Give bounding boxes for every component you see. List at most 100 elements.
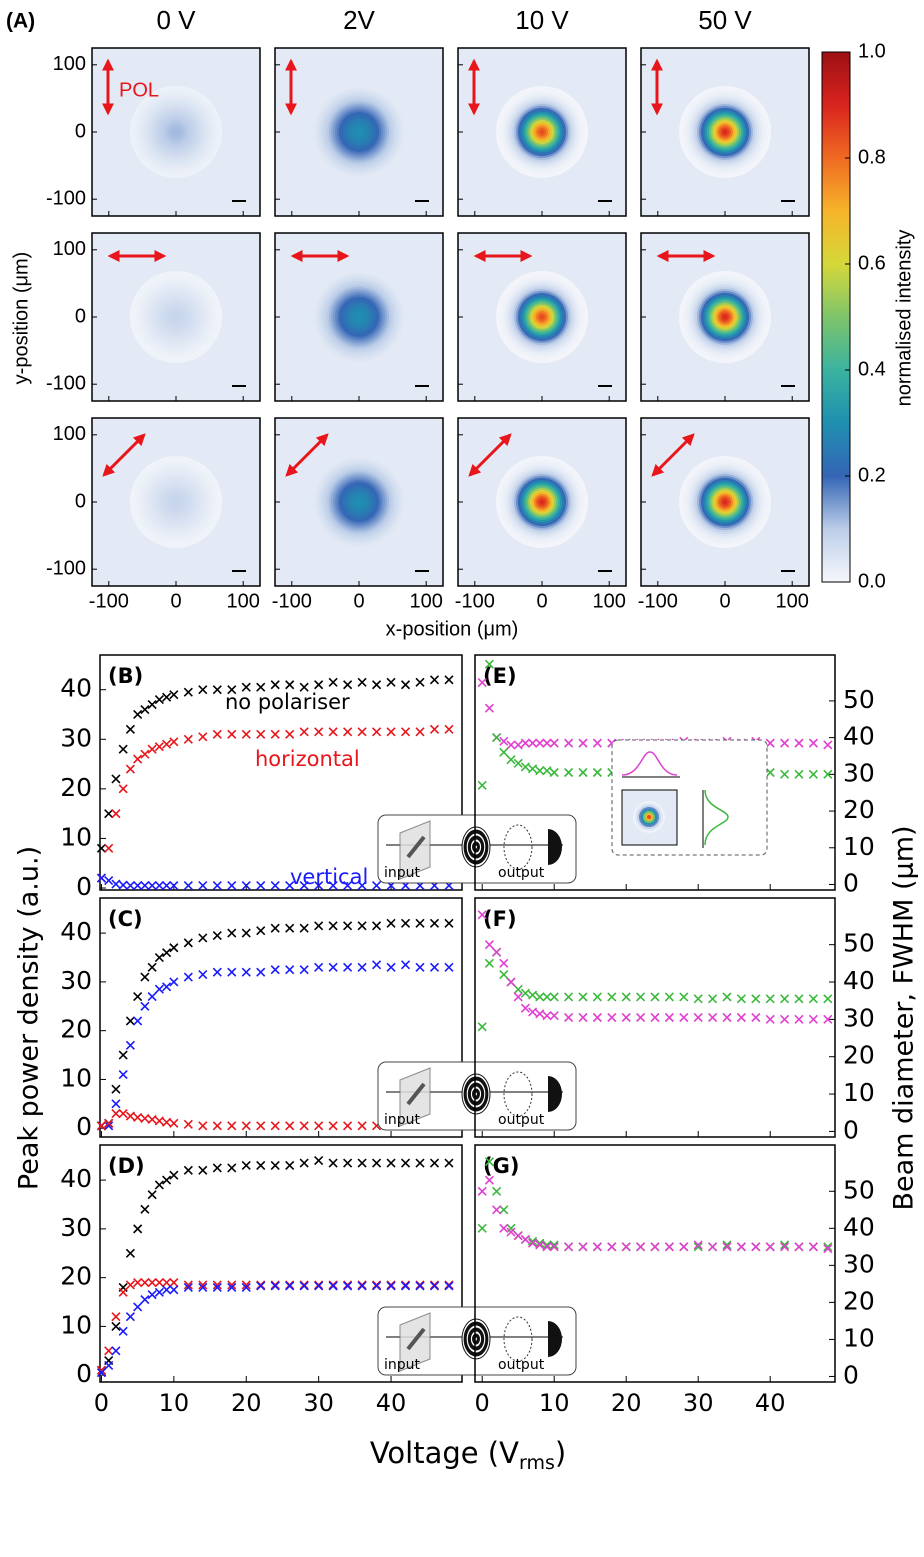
x-tick-label: 0 (719, 590, 730, 612)
y-tick-label: 40 (60, 1164, 92, 1193)
marker (564, 738, 574, 748)
marker (506, 1227, 516, 1237)
marker (212, 1163, 222, 1173)
marker (133, 1224, 143, 1234)
marker (722, 1242, 732, 1252)
marker (357, 1158, 367, 1168)
beam-spot (313, 86, 405, 178)
marker (256, 880, 266, 891)
marker (549, 992, 559, 1002)
marker (386, 1281, 396, 1291)
marker (118, 1287, 128, 1297)
marker (429, 1281, 440, 1291)
marker (372, 1158, 382, 1168)
marker (513, 740, 523, 750)
marker (154, 695, 164, 705)
marker (227, 685, 237, 695)
marker (328, 1121, 338, 1131)
marker (133, 754, 143, 764)
marker (169, 1170, 179, 1180)
spot-ring (357, 500, 361, 504)
marker (169, 880, 179, 891)
beam-diagram (611, 739, 768, 856)
marker (198, 1280, 208, 1290)
marker (299, 880, 309, 891)
output-plane (503, 1071, 533, 1117)
marker (357, 727, 367, 737)
marker (564, 767, 574, 778)
marker (499, 747, 509, 757)
y-tick-label: 0 (843, 1360, 859, 1389)
marker (513, 992, 523, 1002)
pol-direction (406, 1327, 426, 1351)
panel-label: (A) (6, 10, 35, 33)
marker (429, 1158, 440, 1168)
marker (343, 880, 353, 891)
marker (444, 1281, 454, 1291)
spot-ring (540, 315, 544, 319)
column-title: 2V (343, 5, 375, 35)
marker (299, 727, 309, 737)
y-tick-label: 0 (76, 872, 92, 901)
marker (285, 729, 295, 739)
marker (169, 1118, 179, 1128)
colorbar-tick-label: 0.4 (858, 358, 886, 380)
marker (125, 1280, 135, 1290)
marker (444, 675, 454, 685)
marker (183, 1280, 193, 1290)
x-tick-label: 40 (376, 1389, 407, 1417)
marker (650, 1012, 660, 1023)
marker (372, 1281, 382, 1291)
marker (621, 1012, 631, 1023)
marker (751, 1242, 761, 1252)
marker (343, 921, 353, 931)
marker (722, 1012, 732, 1023)
beam-spot (313, 456, 405, 548)
x-tick-label: 20 (611, 1389, 642, 1417)
marker (679, 992, 689, 1002)
marker (780, 1242, 790, 1252)
marker (607, 1242, 617, 1252)
marker (372, 680, 382, 690)
marker (415, 1281, 425, 1291)
marker (736, 1242, 746, 1252)
y-tick-label: 0 (76, 1112, 92, 1141)
marker (636, 1242, 646, 1252)
marker (386, 1158, 396, 1168)
marker (823, 1242, 833, 1252)
plot-frame (474, 897, 836, 1138)
marker (241, 1121, 251, 1131)
x-tick-label: 0 (94, 1389, 109, 1417)
marker (343, 727, 353, 737)
marker (285, 880, 295, 891)
marker (542, 1242, 552, 1252)
plot-frame (474, 1144, 836, 1383)
marker (650, 992, 660, 1002)
marker (328, 1281, 338, 1291)
marker (429, 724, 440, 734)
profile-x (621, 751, 678, 776)
marker (256, 729, 266, 739)
marker (708, 1012, 718, 1023)
panel-label: (C) (108, 907, 143, 931)
marker (499, 969, 509, 980)
colorbar-tick-label: 0.2 (858, 464, 886, 486)
y2-axis-title: Beam diameter, FWHM (μm) (889, 825, 920, 1210)
marker (111, 1321, 121, 1331)
marker (314, 1121, 324, 1131)
marker (484, 940, 494, 950)
marker (241, 880, 251, 891)
marker (285, 923, 295, 933)
marker (429, 675, 440, 685)
marker (162, 1117, 172, 1127)
marker (183, 972, 193, 982)
marker (751, 994, 761, 1004)
marker (212, 930, 222, 941)
y-tick-label: 10 (843, 1323, 875, 1352)
x-tick-label: 10 (159, 1389, 190, 1417)
marker (444, 724, 454, 734)
marker (133, 880, 143, 891)
marker (212, 967, 222, 977)
marker (125, 1111, 135, 1121)
y-tick-label: -100 (46, 557, 86, 579)
